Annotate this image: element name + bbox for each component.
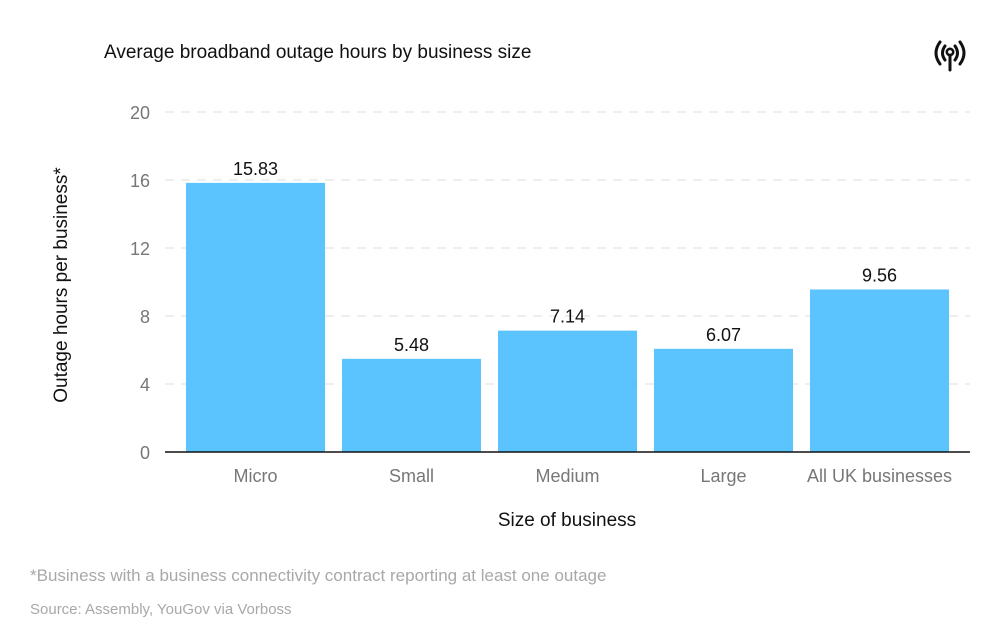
y-tick-label: 4 — [140, 375, 150, 395]
footnote: *Business with a business connectivity c… — [30, 566, 607, 585]
bar — [342, 358, 481, 452]
data-label: 6.07 — [706, 325, 741, 345]
bar — [498, 330, 637, 452]
y-tick-label: 12 — [130, 239, 150, 259]
source: Source: Assembly, YouGov via Vorboss — [30, 601, 292, 618]
data-label: 15.83 — [233, 159, 278, 179]
y-tick-label: 20 — [130, 103, 150, 123]
x-tick-label: Large — [700, 466, 746, 486]
bar — [810, 289, 949, 452]
x-axis-label: Size of business — [498, 510, 636, 531]
y-tick-label: 0 — [140, 443, 150, 463]
chart-title: Average broadband outage hours by busine… — [104, 42, 532, 63]
y-axis-label: Outage hours per business* — [51, 167, 72, 403]
data-label: 9.56 — [862, 265, 897, 285]
x-tick-label: Micro — [234, 466, 278, 486]
broadcast-antenna-icon — [932, 36, 968, 77]
data-label: 5.48 — [394, 335, 429, 355]
bar-chart: 0 4 8 12 16 20 15.83 Micro 5.48 Small 7.14 Medium 6… — [51, 103, 970, 531]
x-tick-label: All UK businesses — [807, 466, 952, 486]
bar — [654, 348, 793, 452]
y-tick-label: 16 — [130, 171, 150, 191]
x-tick-label: Small — [389, 466, 434, 486]
x-tick-label: Medium — [535, 466, 599, 486]
y-tick-label: 8 — [140, 307, 150, 327]
bar — [186, 182, 325, 452]
data-label: 7.14 — [550, 307, 585, 327]
